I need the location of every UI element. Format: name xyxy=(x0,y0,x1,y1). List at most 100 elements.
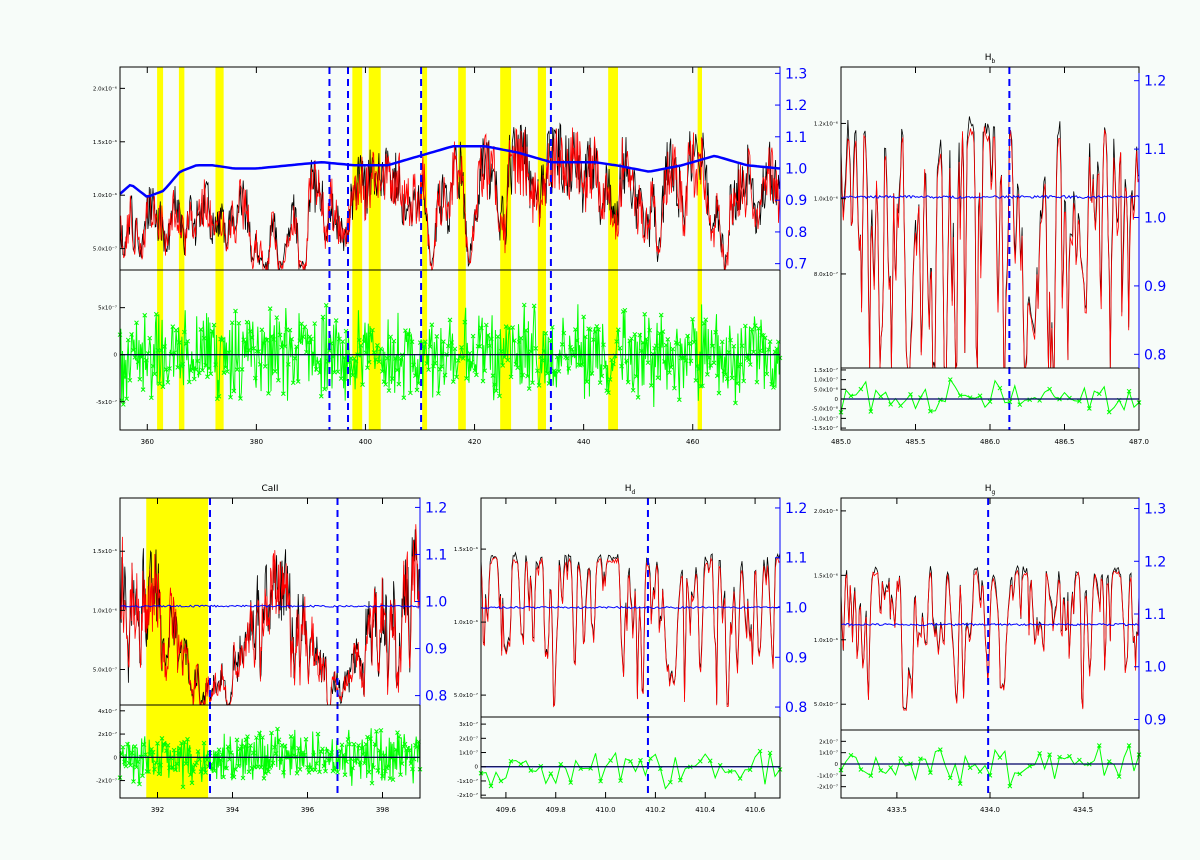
y-tick-label: 5.0x10⁻⁷ xyxy=(93,667,117,674)
y2-tick-label: 0.8 xyxy=(785,225,807,241)
residual-curve xyxy=(840,378,1140,414)
normalization-curve xyxy=(840,622,1140,627)
residual-point xyxy=(189,780,195,786)
y2-tick-label: 1.0 xyxy=(785,162,807,178)
model-spectrum xyxy=(119,127,781,271)
x-tick-label: 380 xyxy=(250,438,263,446)
residual-point xyxy=(655,375,661,381)
residual-point xyxy=(408,390,413,396)
y-tick-label: 1.5x10⁻⁶ xyxy=(814,572,839,579)
y-tick-label: 5.0x10⁻⁷ xyxy=(814,701,838,708)
residual-point xyxy=(383,382,389,387)
mask-band xyxy=(157,67,164,430)
x-tick-label: 485.0 xyxy=(831,438,851,446)
model-spectrum xyxy=(480,557,781,708)
residual-tick-label: -5x10⁻⁷ xyxy=(96,399,117,406)
y-tick-label: 1.5x10⁻⁶ xyxy=(454,546,479,553)
residual-point xyxy=(351,356,357,362)
residual-point xyxy=(245,734,250,740)
residual-point xyxy=(266,769,271,774)
residual-point xyxy=(142,312,148,318)
residual-point xyxy=(705,371,710,377)
residual-frame xyxy=(119,704,421,799)
residual-point xyxy=(274,315,280,320)
y-tick-label: 1.0x10⁻⁶ xyxy=(454,619,479,626)
residual-curve xyxy=(480,749,781,790)
normalization-curve xyxy=(840,194,1140,200)
mask-band xyxy=(537,67,546,430)
y-tick-label: 1.0x10⁻⁶ xyxy=(814,196,839,203)
x-tick-label: 400 xyxy=(359,438,372,446)
y2-tick-label: 1.0 xyxy=(1144,660,1166,676)
x-tick-label: 394 xyxy=(226,806,240,814)
y2-tick-label: 0.9 xyxy=(425,642,447,658)
residual-point xyxy=(629,336,634,341)
x-tick-label: 434.5 xyxy=(1073,806,1093,814)
y-tick-label: 8.0x10⁻⁷ xyxy=(814,271,838,278)
x-tick-label: 398 xyxy=(376,806,389,814)
y2-tick-label: 0.8 xyxy=(785,700,807,716)
model-spectrum xyxy=(119,524,421,706)
y2-tick-label: 1.0 xyxy=(425,595,447,611)
panel-title-hg: Hg xyxy=(985,484,996,496)
y2-tick-label: 1.1 xyxy=(1144,607,1166,623)
residual-point xyxy=(374,729,379,734)
residual-tick-label: 2x10⁻⁷ xyxy=(98,731,117,738)
x-tick-label: 396 xyxy=(301,806,315,814)
residual-tick-label: 2x10⁻⁷ xyxy=(819,738,838,745)
residual-point xyxy=(233,308,238,314)
panel-full-spectrum: 5.0x10⁻⁷ 1.0x10⁻⁶ 1.5x10⁻⁶ 2.0x10⁻⁶ 0.7 0.8 0.… xyxy=(93,66,807,446)
residual-point xyxy=(180,784,186,790)
panel-title-hd: Hd xyxy=(625,484,636,496)
residual-point xyxy=(221,370,227,376)
normalization-curve xyxy=(119,604,421,608)
residual-tick-label: 2x10⁻⁷ xyxy=(459,735,478,742)
residual-point xyxy=(414,387,420,393)
residual-point xyxy=(229,320,235,326)
y2-tick-label: 1.0 xyxy=(1144,211,1166,227)
y2-tick-label: 1.0 xyxy=(785,601,807,617)
residual-point xyxy=(543,330,549,336)
residual-point xyxy=(366,769,372,775)
residual-curve xyxy=(840,743,1140,787)
residual-tick-label: -1x10⁻⁷ xyxy=(817,772,838,779)
residual-point xyxy=(234,367,240,372)
y2-tick-label: 1.1 xyxy=(785,130,807,146)
mask-band xyxy=(422,67,428,430)
residual-point xyxy=(470,333,476,339)
y-tick-label: 5.0x10⁻⁷ xyxy=(93,246,117,253)
residual-frame xyxy=(480,716,781,799)
y-tick-label: 2.0x10⁻⁶ xyxy=(814,508,839,515)
y2-tick-label: 1.1 xyxy=(785,551,807,567)
x-tick-label: 409.6 xyxy=(496,806,517,814)
y-tick-label: 1.5x10⁻⁶ xyxy=(93,548,118,555)
residual-point xyxy=(125,337,131,343)
mask-band xyxy=(458,67,466,430)
mask-band xyxy=(178,67,185,430)
residual-tick-label: -1x10⁻⁷ xyxy=(457,778,478,785)
residual-tick-label: 1x10⁻⁷ xyxy=(819,750,838,757)
y-tick-label: 1.0x10⁻⁶ xyxy=(93,192,118,199)
residual-tick-label: 1x10⁻⁷ xyxy=(459,750,478,757)
residual-point xyxy=(224,369,230,374)
residual-tick-label: -1.0x10⁻⁷ xyxy=(812,415,838,422)
residual-point xyxy=(441,339,446,345)
residual-point xyxy=(693,378,699,383)
residual-point xyxy=(658,312,664,318)
y2-tick-label: 0.9 xyxy=(1144,712,1166,728)
residual-point xyxy=(214,396,220,402)
residual-point xyxy=(120,402,126,407)
residual-point xyxy=(338,376,344,381)
residual-point xyxy=(370,327,375,333)
residual-point xyxy=(322,386,327,392)
y2-tick-label: 1.3 xyxy=(785,66,807,82)
residual-point xyxy=(703,317,709,323)
y-tick-label: 2.0x10⁻⁶ xyxy=(93,85,118,92)
observed-spectrum xyxy=(119,529,421,706)
residual-point xyxy=(140,773,145,779)
x-tick-label: 410.6 xyxy=(745,806,766,814)
residual-tick-label: 5x10⁻⁷ xyxy=(98,305,117,312)
x-tick-label: 410.2 xyxy=(645,806,665,814)
x-tick-label: 486.5 xyxy=(1054,438,1074,446)
